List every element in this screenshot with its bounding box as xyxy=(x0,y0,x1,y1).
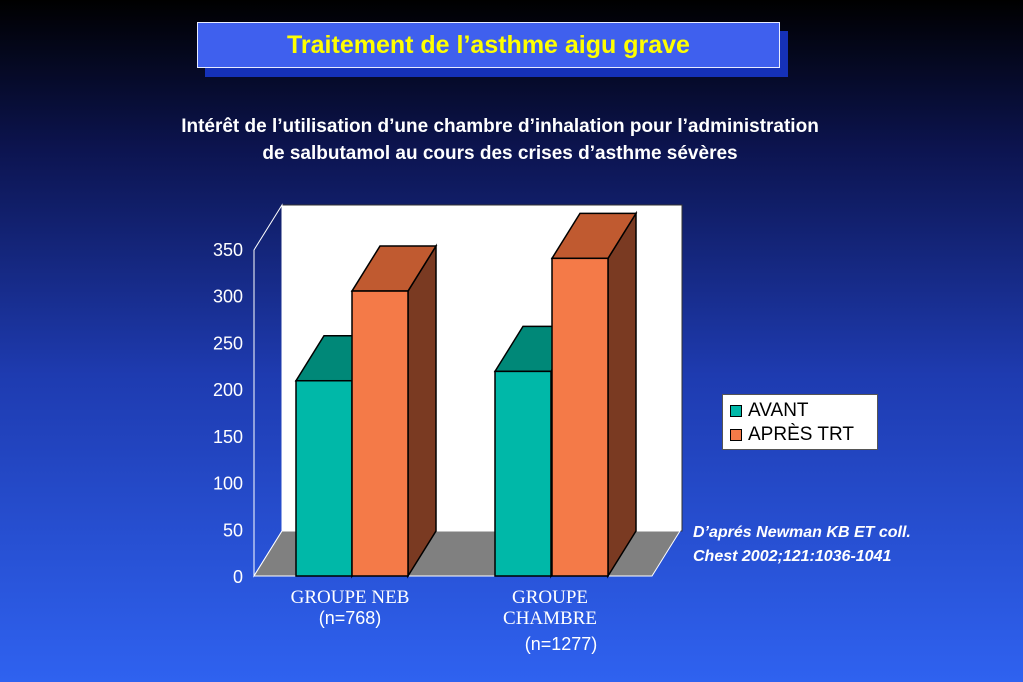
category-chambre-name-1: GROUPE xyxy=(511,587,588,608)
category-neb-count: (n=768) xyxy=(318,608,382,628)
bar-apres xyxy=(551,257,609,577)
category-chambre-name-2: CHAMBRE xyxy=(503,608,597,629)
legend-swatch-avant xyxy=(730,405,742,417)
bar-side-apres xyxy=(607,210,637,579)
category-label-neb: GROUPE NEB (n=768) xyxy=(270,587,430,629)
reference-line-1: D’aprés Newman KB ET coll. xyxy=(693,524,911,541)
bar-side-apres xyxy=(407,243,437,579)
slide-subtitle: Intérêt de l’utilisation d’une chambre d… xyxy=(60,113,940,167)
legend-label-apres: APRÈS TRT xyxy=(748,424,854,445)
y-tick-label: 150 xyxy=(213,427,243,447)
legend-item-apres: APRÈS TRT xyxy=(730,423,877,447)
subtitle-line-2: de salbutamol au cours des crises d’asth… xyxy=(262,143,738,164)
bar-apres xyxy=(351,290,409,577)
legend-swatch-apres xyxy=(730,429,742,441)
y-tick-label: 50 xyxy=(223,520,243,540)
legend-label-avant: AVANT xyxy=(748,400,809,421)
reference-citation: D’aprés Newman KB ET coll. Chest 2002;12… xyxy=(693,521,911,569)
chart-side-wall xyxy=(253,203,283,578)
category-neb-name: GROUPE NEB xyxy=(290,587,410,608)
category-label-chambre: GROUPE CHAMBRE (n=1277) xyxy=(470,587,630,655)
y-tick-label: 200 xyxy=(213,380,243,400)
y-tick-label: 100 xyxy=(213,474,243,494)
chart-legend: AVANT APRÈS TRT xyxy=(722,394,878,450)
y-tick-label: 350 xyxy=(213,240,243,260)
bar-avant xyxy=(295,379,353,577)
slide-title: Traitement de l’asthme aigu grave xyxy=(197,22,780,68)
y-tick-label: 300 xyxy=(213,287,243,307)
reference-line-2: Chest 2002;121:1036-1041 xyxy=(693,548,892,565)
category-chambre-count: (n=1277) xyxy=(524,634,598,654)
y-tick-label: 250 xyxy=(213,333,243,353)
y-tick-label: 0 xyxy=(233,567,243,587)
bar-avant xyxy=(494,370,552,577)
subtitle-line-1: Intérêt de l’utilisation d’une chambre d… xyxy=(181,116,819,137)
legend-item-avant: AVANT xyxy=(730,399,877,423)
